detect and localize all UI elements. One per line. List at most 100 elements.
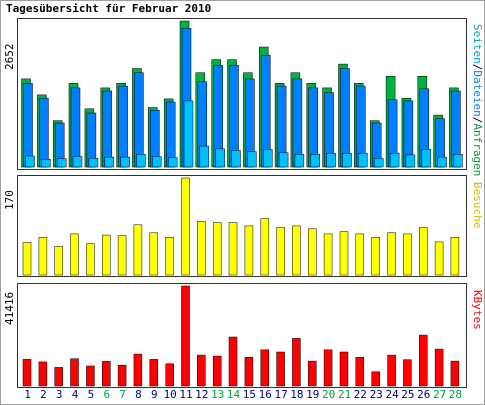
- visits-bar: [133, 224, 143, 276]
- visits-max-label: 170: [3, 190, 16, 210]
- pages-bar: [310, 154, 321, 168]
- bytes-bar: [450, 360, 460, 387]
- pages-bar: [405, 154, 416, 168]
- bytes-bar: [355, 357, 365, 387]
- legend-pages: Seiten: [471, 24, 484, 64]
- visits-bar: [260, 218, 270, 276]
- visits-legend: Besuche: [471, 182, 484, 228]
- bytes-bar: [260, 349, 270, 387]
- visits-bar: [450, 237, 460, 276]
- pages-bar: [278, 152, 289, 168]
- pages-bar: [215, 148, 225, 168]
- visits-bar: [403, 233, 412, 276]
- day-tick-label: 16: [259, 388, 272, 401]
- day-tick-label: 14: [227, 388, 241, 401]
- day-tick-label: 8: [135, 388, 142, 401]
- files-bar: [340, 68, 350, 168]
- visits-bar: [434, 241, 444, 276]
- visits-bar: [197, 221, 206, 276]
- pages-bar: [373, 157, 384, 168]
- pages-bar: [120, 156, 130, 168]
- files-bar: [134, 72, 144, 168]
- pages-bar: [25, 155, 35, 168]
- bytes-bar: [197, 354, 206, 387]
- visits-bar: [165, 237, 174, 276]
- visits-bar: [102, 234, 111, 276]
- day-tick-label: 4: [72, 388, 79, 401]
- visits-bar: [276, 227, 285, 276]
- bytes-bar: [181, 285, 190, 387]
- files-bar: [102, 90, 113, 168]
- visits-bar: [117, 235, 127, 276]
- pages-bar: [231, 150, 241, 168]
- visits-bar: [70, 233, 79, 276]
- visits-bar: [54, 246, 63, 276]
- visits-bar: [22, 242, 32, 276]
- visits-bar: [419, 227, 428, 276]
- day-tick-label: 1: [24, 388, 31, 401]
- bytes-bar: [419, 334, 428, 387]
- day-tick-label: 10: [164, 388, 177, 401]
- files-bar: [70, 87, 81, 168]
- day-tick-label: 25: [401, 388, 414, 401]
- files-bar: [118, 85, 128, 168]
- day-tick-label: 5: [88, 388, 95, 401]
- legend-files: Dateien: [471, 70, 484, 117]
- pages-bar: [41, 159, 51, 168]
- day-tick-label: 28: [449, 388, 462, 401]
- pages-bar: [389, 152, 400, 168]
- pages-bar: [294, 154, 305, 168]
- pages-bar: [326, 152, 336, 168]
- day-tick-label: 13: [211, 388, 224, 401]
- visits-bar: [228, 222, 238, 276]
- bytes-bar: [54, 367, 63, 387]
- day-tick-label: 22: [354, 388, 367, 401]
- visits-bar: [149, 232, 159, 276]
- visits-bar: [387, 232, 396, 276]
- bytes-bar: [403, 359, 412, 387]
- bytes-bar: [212, 355, 222, 387]
- pages-bar: [104, 156, 115, 168]
- pages-bar: [247, 151, 257, 168]
- pages-bar: [136, 154, 146, 168]
- day-tick-label: 12: [195, 388, 208, 401]
- day-tick-label: 7: [119, 388, 126, 401]
- pages-bar: [263, 149, 273, 168]
- day-tick-label: 11: [179, 388, 192, 401]
- visits-bar: [355, 233, 365, 276]
- bytes-bar: [149, 359, 159, 387]
- day-tick-label: 3: [56, 388, 63, 401]
- visits-bar: [212, 222, 222, 276]
- pages-bar: [152, 156, 162, 168]
- visits-bar: [292, 225, 301, 276]
- files-bar: [165, 101, 176, 168]
- day-tick-label: 21: [338, 388, 351, 401]
- visits-bar: [308, 228, 317, 276]
- day-tick-label: 15: [243, 388, 256, 401]
- bytes-bar: [276, 351, 285, 387]
- requests-legend: Seiten/Dateien/Anfragen: [471, 24, 484, 176]
- bytes-bar: [38, 361, 48, 387]
- visits-bar: [244, 225, 254, 276]
- day-tick-label: 24: [385, 388, 399, 401]
- day-tick-label: 9: [151, 388, 158, 401]
- legend-requests: Anfragen: [471, 123, 484, 177]
- bytes-bar: [434, 348, 444, 387]
- visits-bar: [339, 231, 349, 276]
- day-tick-label: 19: [306, 388, 319, 401]
- day-tick-label: 26: [417, 388, 430, 401]
- pages-bar: [56, 158, 67, 168]
- legend-kbytes: KBytes: [471, 290, 484, 330]
- files-bar: [39, 97, 49, 168]
- day-tick-label: 6: [103, 388, 110, 401]
- bytes-bar: [22, 359, 32, 387]
- visits-bar: [371, 237, 380, 276]
- bytes-bar: [133, 353, 143, 387]
- legend-visits: Besuche: [471, 182, 484, 229]
- day-tick-label: 27: [433, 388, 446, 401]
- bytes-bar: [292, 338, 301, 387]
- day-tick-label: 20: [322, 388, 335, 401]
- day-tick-label: 2: [40, 388, 47, 401]
